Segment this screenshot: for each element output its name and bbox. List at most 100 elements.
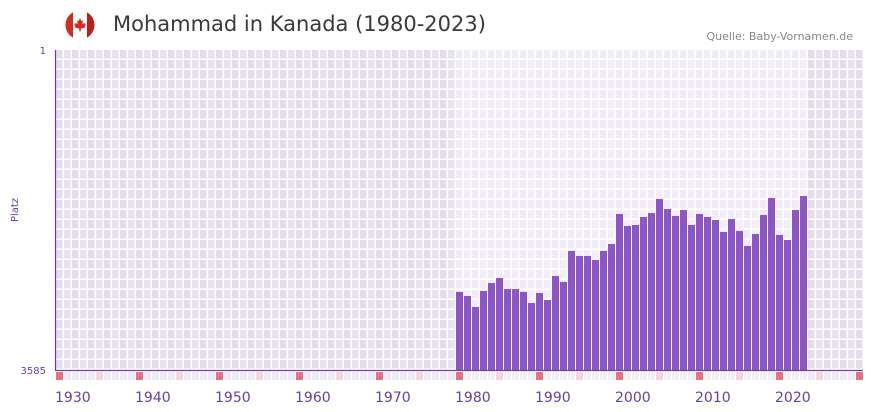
bar-2022[interactable] <box>792 210 799 370</box>
grid-cell <box>848 140 855 149</box>
grid-cell <box>312 240 319 249</box>
grid-cell <box>216 150 223 159</box>
bar-2002[interactable] <box>632 225 639 370</box>
bar-1981[interactable] <box>464 295 471 370</box>
grid-cell <box>432 110 439 119</box>
grid-cell <box>152 240 159 249</box>
grid-cell <box>192 60 199 69</box>
grid-cell <box>840 230 847 239</box>
bar-2019[interactable] <box>768 198 775 370</box>
grid-cell <box>208 220 215 229</box>
bar-1996[interactable] <box>584 255 591 370</box>
grid-cell <box>344 330 351 339</box>
grid-cell <box>568 210 575 219</box>
grid-cell <box>576 180 583 189</box>
grid-cell <box>312 230 319 239</box>
bar-2000[interactable] <box>616 214 623 370</box>
grid-cell <box>808 280 815 289</box>
grid-cell <box>488 250 495 259</box>
bar-2017[interactable] <box>752 234 759 370</box>
bar-2001[interactable] <box>624 225 631 370</box>
bar-1983[interactable] <box>480 290 487 370</box>
bar-1984[interactable] <box>488 283 495 370</box>
bar-2010[interactable] <box>696 214 703 370</box>
bar-2009[interactable] <box>688 225 695 370</box>
grid-cell <box>224 280 231 289</box>
bar-1993[interactable] <box>560 281 567 370</box>
bar-1986[interactable] <box>504 289 511 370</box>
year-marker <box>296 372 303 380</box>
bar-1992[interactable] <box>552 275 559 370</box>
grid-cell <box>408 90 415 99</box>
bar-1982[interactable] <box>472 306 479 370</box>
grid-cell <box>768 60 775 69</box>
bar-2005[interactable] <box>656 199 663 370</box>
bar-2015[interactable] <box>736 230 743 370</box>
grid-cell <box>688 180 695 189</box>
bar-1985[interactable] <box>496 278 503 370</box>
bar-1998[interactable] <box>600 250 607 370</box>
grid-cell <box>584 210 591 219</box>
bar-1999[interactable] <box>608 244 615 370</box>
grid-cell <box>384 270 391 279</box>
bar-2016[interactable] <box>744 245 751 370</box>
bar-1980[interactable] <box>456 291 463 370</box>
grid-cell <box>520 160 527 169</box>
grid-cell <box>480 240 487 249</box>
grid-cell <box>296 70 303 79</box>
bar-2006[interactable] <box>664 209 671 370</box>
bar-2020[interactable] <box>776 235 783 370</box>
source-link[interactable]: Quelle: Baby-Vornamen.de <box>706 30 853 43</box>
grid-cell <box>56 330 63 339</box>
grid-cell <box>432 60 439 69</box>
grid-cell <box>336 110 343 119</box>
grid-cell <box>320 270 327 279</box>
bar-2014[interactable] <box>728 219 735 370</box>
grid-cell <box>80 290 87 299</box>
grid-cell <box>664 150 671 159</box>
grid-cell <box>304 260 311 269</box>
grid-cell <box>64 310 71 319</box>
grid-cell <box>544 290 551 299</box>
grid-cell <box>440 70 447 79</box>
grid-cell <box>448 160 455 169</box>
grid-cell <box>584 120 591 129</box>
grid-cell <box>224 320 231 329</box>
grid-cell <box>152 230 159 239</box>
bar-1988[interactable] <box>520 291 527 370</box>
grid-cell <box>160 110 167 119</box>
grid-cell <box>88 50 95 59</box>
bar-1997[interactable] <box>592 260 599 370</box>
grid-cell <box>240 280 247 289</box>
bar-2011[interactable] <box>704 216 711 370</box>
bar-2013[interactable] <box>720 231 727 370</box>
bar-1991[interactable] <box>544 300 551 370</box>
bar-2012[interactable] <box>712 220 719 370</box>
grid-cell <box>848 210 855 219</box>
grid-cell <box>240 300 247 309</box>
bar-1994[interactable] <box>568 250 575 370</box>
bar-1990[interactable] <box>536 293 543 370</box>
grid-cell <box>424 320 431 329</box>
grid-cell <box>176 310 183 319</box>
bar-2004[interactable] <box>648 213 655 370</box>
bar-2007[interactable] <box>672 215 679 370</box>
grid-cell <box>816 180 823 189</box>
grid-cell <box>328 270 335 279</box>
bar-1987[interactable] <box>512 289 519 370</box>
grid-cell <box>304 150 311 159</box>
bar-2023[interactable] <box>800 195 807 370</box>
bar-2021[interactable] <box>784 240 791 370</box>
bar-1995[interactable] <box>576 255 583 370</box>
grid-cell <box>792 110 799 119</box>
grid-cell <box>456 170 463 179</box>
grid-cell <box>664 140 671 149</box>
bar-2003[interactable] <box>640 216 647 370</box>
bar-1989[interactable] <box>528 303 535 370</box>
grid-cell <box>552 220 559 229</box>
bar-2018[interactable] <box>760 215 767 370</box>
grid-cell <box>792 60 799 69</box>
grid-cell <box>544 210 551 219</box>
bar-2008[interactable] <box>680 210 687 370</box>
grid-cell <box>112 280 119 289</box>
